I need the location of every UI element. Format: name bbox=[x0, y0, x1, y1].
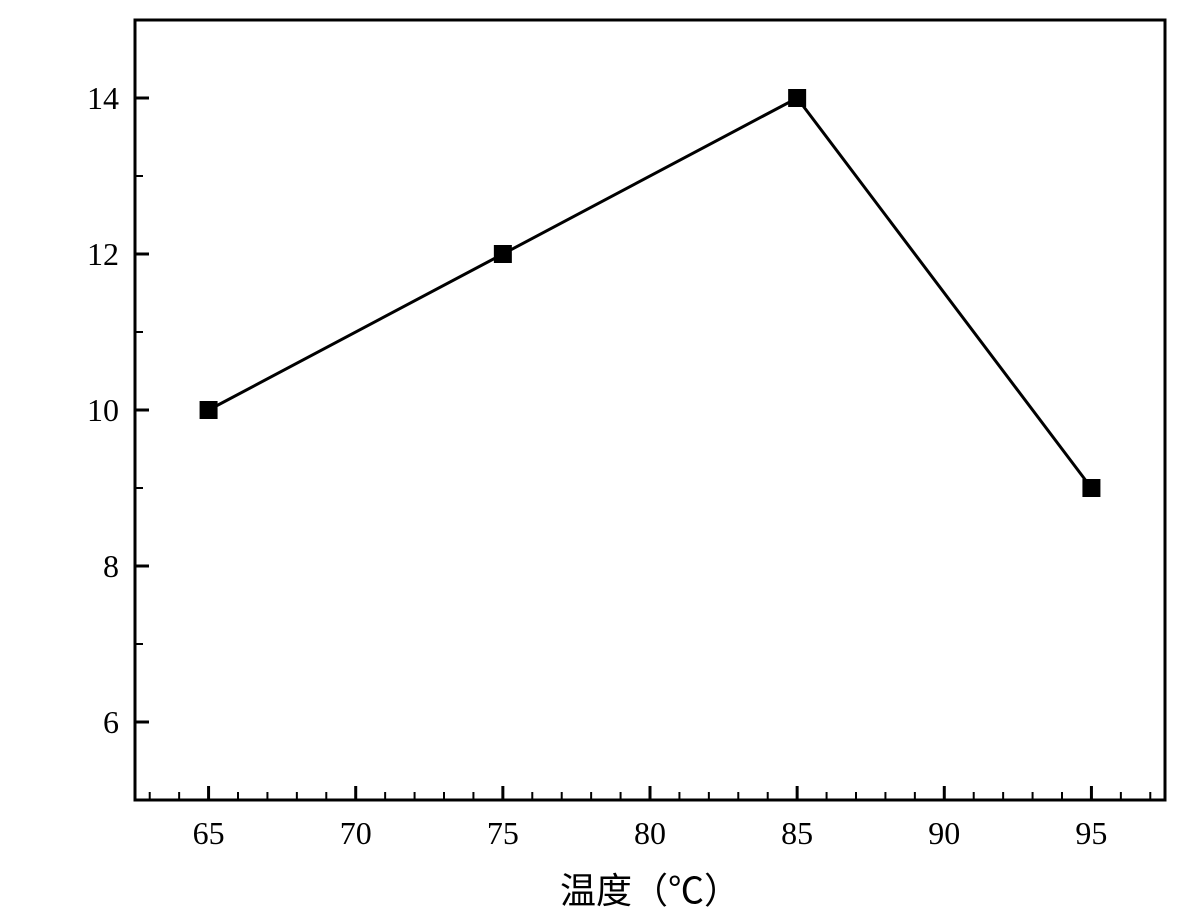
x-tick-label: 75 bbox=[487, 815, 519, 851]
x-tick-label: 95 bbox=[1075, 815, 1107, 851]
data-marker bbox=[1082, 479, 1100, 497]
chart-container: 6570758085909568101214 亲油化度（%） 温度（℃） bbox=[0, 0, 1184, 920]
y-tick-label: 14 bbox=[87, 80, 119, 116]
y-tick-label: 10 bbox=[87, 392, 119, 428]
y-tick-label: 6 bbox=[103, 704, 119, 740]
x-tick-label: 85 bbox=[781, 815, 813, 851]
x-tick-label: 90 bbox=[928, 815, 960, 851]
line-chart: 65 70 75 80 85 90 95 6 8 10 12 14 bbox=[0, 0, 1184, 920]
x-tick-label: 70 bbox=[340, 815, 372, 851]
y-tick-label: 12 bbox=[87, 236, 119, 272]
data-marker bbox=[200, 401, 218, 419]
x-tick-label: 80 bbox=[634, 815, 666, 851]
x-axis-label: 温度（℃） bbox=[135, 862, 1165, 914]
y-tick-label: 8 bbox=[103, 548, 119, 584]
data-marker bbox=[494, 245, 512, 263]
x-tick-label: 65 bbox=[193, 815, 225, 851]
data-marker bbox=[788, 89, 806, 107]
